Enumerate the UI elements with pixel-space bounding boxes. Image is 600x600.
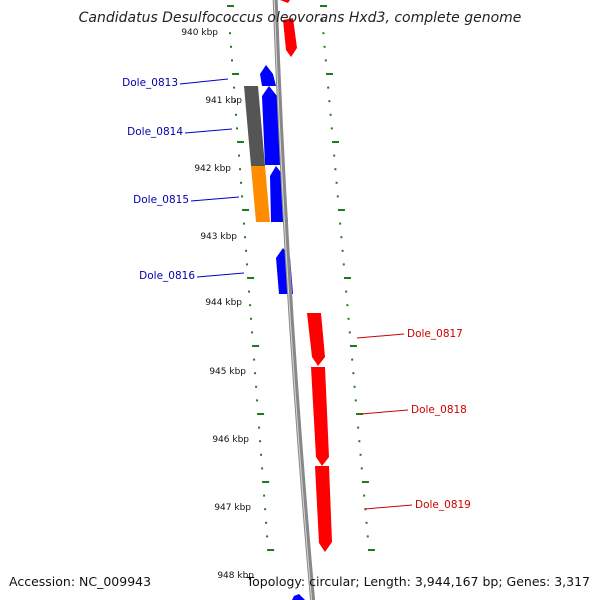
leader-line-0819 (364, 504, 413, 510)
kbp-label-941: 941 kbp (205, 96, 242, 106)
kbp-label-947: 947 kbp (214, 503, 251, 513)
gene-label-dole-0815[interactable]: Dole_0815 (133, 194, 189, 206)
label-leader-lines (179, 78, 413, 510)
kbp-label-945: 945 kbp (209, 367, 246, 377)
kbp-label-948: 948 kbp (217, 571, 254, 581)
forward-gene-0817[interactable] (307, 313, 325, 366)
genome-summary-text: Topology: circular; Length: 3,944,167 bp… (246, 574, 590, 589)
genome-backbone (272, 0, 316, 600)
forward-gene-0819[interactable] (315, 466, 332, 552)
leader-line-0813 (179, 78, 229, 85)
reverse-gene-0814[interactable] (262, 86, 284, 165)
gene-label-dole-0816[interactable]: Dole_0816 (139, 270, 195, 282)
kbp-label-940: 940 kbp (181, 28, 218, 38)
accession-text: Accession: NC_009943 (9, 574, 151, 589)
gene-label-dole-0818[interactable]: Dole_0818 (411, 404, 467, 416)
orange-feature-0815[interactable] (251, 166, 270, 222)
reverse-gene-0813[interactable] (260, 65, 276, 86)
forward-gene-0818[interactable] (311, 367, 329, 466)
kbp-label-946: 946 kbp (212, 435, 249, 445)
gray-feature-0814[interactable] (244, 86, 265, 166)
kbp-labels: 940 kbp 941 kbp 942 kbp 943 kbp 944 kbp … (181, 28, 254, 581)
leader-line-0817 (356, 333, 405, 339)
genome-backbone-highlight (273, 0, 313, 600)
leader-line-0814 (184, 128, 233, 134)
leader-line-0818 (360, 409, 409, 415)
leader-line-0815 (190, 196, 240, 202)
gene-labels: Dole_0813 Dole_0814 Dole_0815 Dole_0816 … (122, 77, 471, 511)
reverse-gene-bottom-fragment[interactable] (292, 594, 305, 600)
forward-gene-940[interactable] (283, 18, 297, 57)
map-title: Candidatus Desulfococcus oleovorans Hxd3… (79, 10, 522, 26)
forward-gene-top-fragment[interactable] (280, 0, 290, 3)
gene-label-dole-0813[interactable]: Dole_0813 (122, 77, 178, 89)
leader-line-0816 (196, 272, 245, 278)
gene-label-dole-0814[interactable]: Dole_0814 (127, 126, 183, 138)
kbp-label-943: 943 kbp (200, 232, 237, 242)
kbp-label-942: 942 kbp (194, 164, 231, 174)
gene-label-dole-0819[interactable]: Dole_0819 (415, 499, 471, 511)
kbp-label-944: 944 kbp (205, 298, 242, 308)
tick-marks (227, 5, 375, 551)
gene-label-dole-0817[interactable]: Dole_0817 (407, 328, 463, 340)
